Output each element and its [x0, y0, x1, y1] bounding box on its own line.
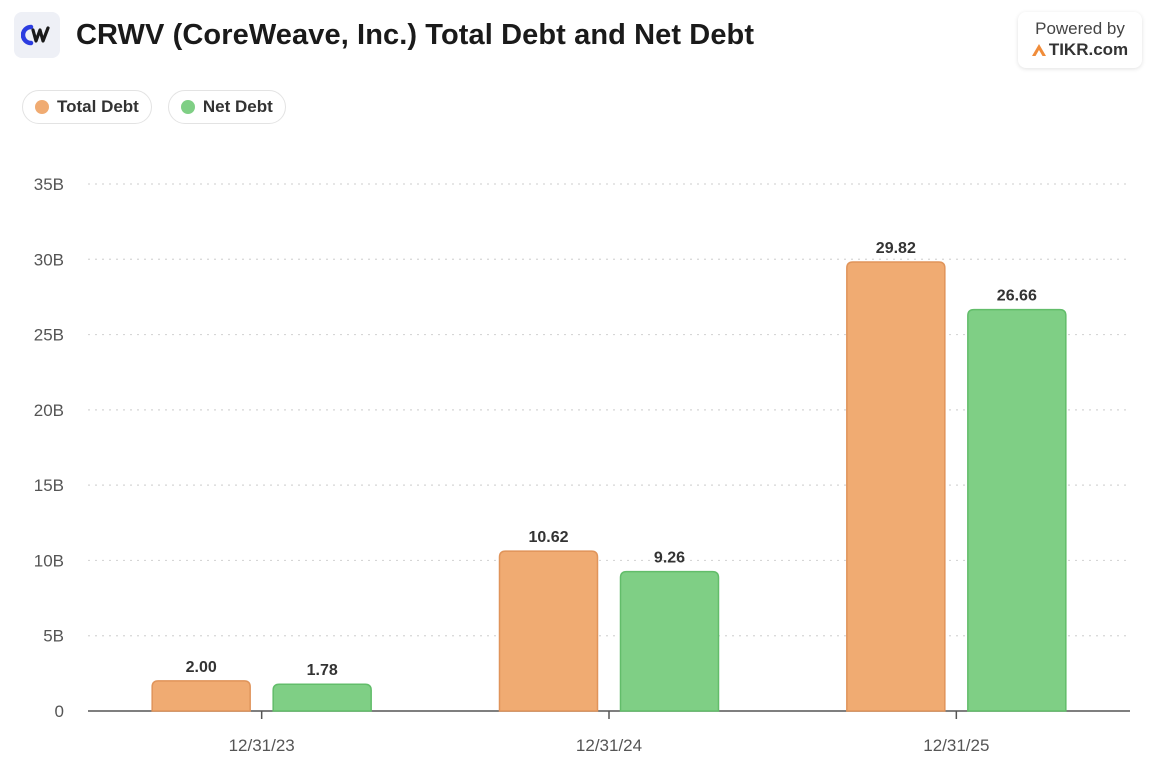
y-tick-label: 20B — [34, 401, 64, 420]
x-tick-label: 12/31/23 — [229, 736, 295, 755]
legend-label-net-debt: Net Debt — [202, 97, 273, 116]
data-label-net-debt: 9.26 — [654, 550, 685, 567]
y-tick-label: 0 — [55, 702, 64, 721]
data-label-total-debt: 29.82 — [876, 240, 916, 257]
x-tick-label: 12/31/25 — [923, 736, 989, 755]
y-tick-label: 30B — [34, 250, 64, 269]
bar-total-debt — [151, 680, 251, 712]
legend-item-total-debt[interactable]: Total Debt — [22, 90, 152, 124]
bar-net-debt — [619, 570, 720, 712]
legend-dot-total-debt — [35, 100, 49, 114]
tikr-brand: TIKR.com — [1031, 39, 1129, 61]
y-tick-label: 15B — [34, 476, 64, 495]
powered-by-label: Powered by — [1035, 19, 1125, 38]
bar-total-debt — [846, 261, 946, 712]
tikr-brand-name: TIKR.com — [1048, 40, 1129, 59]
powered-by-badge[interactable]: Powered by TIKR.com — [1018, 12, 1142, 68]
y-tick-label: 5B — [43, 627, 64, 646]
bar-net-debt — [272, 683, 372, 712]
y-tick-label: 25B — [34, 326, 64, 345]
data-label-total-debt: 2.00 — [186, 659, 217, 676]
data-label-net-debt: 1.78 — [307, 662, 338, 679]
legend-dot-net-debt — [180, 100, 195, 114]
legend-item-net-debt[interactable]: Net Debt — [167, 90, 286, 124]
chart-header: CRWV (CoreWeave, Inc.) Total Debt and Ne… — [14, 12, 754, 58]
y-tick-label: 10B — [34, 551, 64, 570]
x-tick-label: 12/31/24 — [576, 736, 642, 755]
chart-title: CRWV (CoreWeave, Inc.) Total Debt and Ne… — [76, 18, 755, 51]
bar-net-debt — [967, 308, 1067, 712]
coreweave-logo-icon — [14, 12, 60, 58]
legend-label-total-debt: Total Debt — [57, 97, 139, 116]
data-label-total-debt: 10.62 — [528, 529, 568, 546]
bar-total-debt — [498, 550, 599, 712]
tikr-logo-icon — [1031, 44, 1046, 56]
y-tick-label: 35B — [34, 175, 64, 194]
data-label-net-debt: 26.66 — [997, 288, 1037, 305]
chart-legend: Total Debt Net Debt — [22, 90, 302, 124]
